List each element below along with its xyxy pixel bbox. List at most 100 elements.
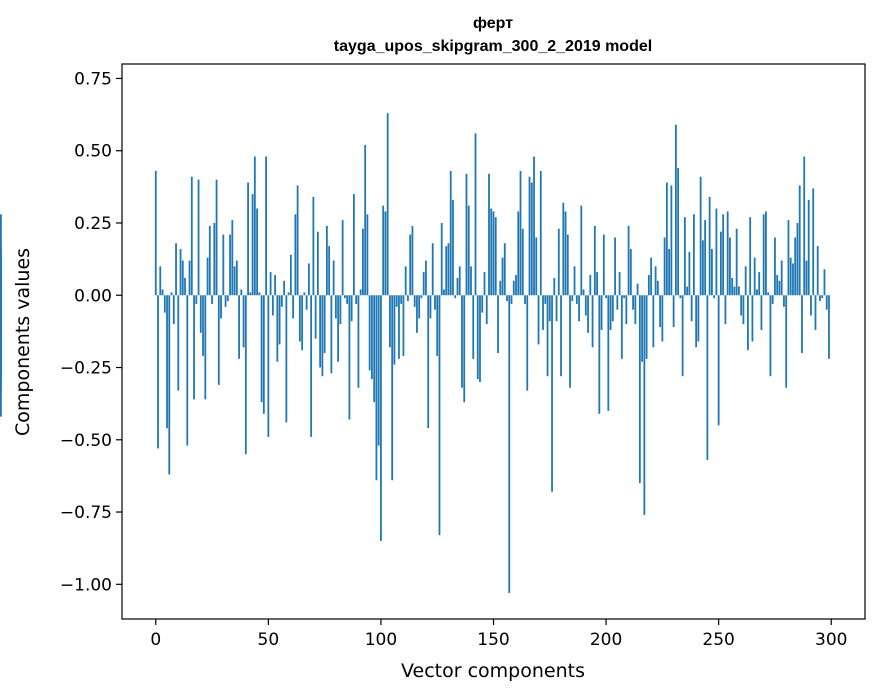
bar: [260, 295, 263, 403]
bar: [506, 295, 508, 302]
bar: [744, 266, 747, 296]
bar: [645, 295, 648, 359]
y-tick-label: −0.25: [60, 359, 112, 379]
bar: [616, 295, 619, 310]
bar: [598, 295, 601, 414]
bar: [393, 295, 396, 365]
bar: [217, 295, 220, 385]
bar: [776, 275, 779, 296]
bar: [222, 234, 225, 296]
bar: [600, 295, 603, 330]
bar: [652, 295, 655, 348]
bar: [427, 295, 430, 429]
bar: [307, 263, 310, 296]
bar: [620, 295, 623, 359]
bar: [688, 251, 691, 296]
bar: [587, 295, 589, 333]
bar: [510, 295, 513, 304]
y-axis: −1.00 −0.75 −0.50 −0.25 0.00 0.25 0.50 0.75: [60, 69, 122, 595]
bar: [783, 295, 785, 307]
bar: [749, 217, 752, 296]
bar: [404, 266, 407, 296]
bar: [508, 295, 511, 593]
bar: [398, 295, 400, 359]
bar: [366, 214, 369, 296]
bar: [542, 295, 544, 330]
bar: [742, 295, 745, 325]
bar: [362, 228, 364, 296]
bar: [656, 280, 659, 296]
bar: [717, 295, 720, 426]
bar: [582, 289, 585, 296]
bar: [411, 225, 414, 296]
bar: [193, 295, 195, 400]
bar: [168, 295, 171, 475]
bar: [537, 295, 540, 345]
bar: [215, 179, 218, 296]
bar: [470, 266, 472, 296]
bar: [195, 295, 198, 304]
bar: [758, 272, 761, 296]
bar: [521, 228, 524, 296]
bar: [670, 185, 673, 296]
bar: [413, 295, 416, 307]
bar: [199, 295, 202, 333]
bar: [269, 272, 272, 296]
bar: [472, 295, 475, 359]
bar: [738, 286, 740, 296]
bar: [188, 260, 191, 296]
bar: [650, 257, 653, 296]
bar: [753, 257, 756, 296]
bar: [798, 185, 801, 296]
bar: [175, 243, 177, 296]
bar: [796, 222, 799, 296]
bar: [711, 249, 713, 296]
bar: [280, 295, 283, 307]
bar: [163, 295, 166, 313]
bar: [692, 214, 695, 296]
bar: [190, 176, 193, 296]
bar: [661, 295, 664, 342]
bar: [386, 113, 389, 296]
bar: [296, 185, 299, 296]
bar: [289, 254, 292, 296]
x-axis-label: Vector components: [401, 660, 585, 682]
bar: [701, 240, 704, 296]
bar: [533, 156, 535, 296]
bar: [287, 292, 290, 296]
y-tick-label: −0.50: [60, 431, 112, 451]
bar: [677, 168, 680, 296]
bar: [251, 194, 254, 296]
bar: [769, 295, 772, 377]
bar: [578, 295, 580, 322]
bar: [733, 286, 736, 296]
bar: [204, 295, 207, 400]
bar: [814, 295, 817, 330]
bar: [560, 295, 562, 377]
bar: [569, 295, 571, 388]
bar: [443, 289, 445, 296]
y-tick-label: 0.25: [74, 214, 112, 234]
bar: [821, 295, 824, 299]
bar: [672, 295, 675, 328]
bar: [756, 289, 758, 296]
x-tick-label: 0: [150, 630, 161, 650]
bar: [774, 237, 776, 296]
bar: [722, 214, 725, 296]
bar: [220, 295, 222, 319]
bar: [548, 295, 551, 322]
bar: [382, 205, 385, 296]
bar: [740, 295, 743, 316]
bar: [395, 295, 398, 307]
x-axis: 0 50 100 150 200 250 300: [150, 619, 847, 650]
bar: [589, 275, 592, 296]
bar: [337, 295, 340, 362]
bar: [731, 277, 734, 296]
bar: [591, 295, 594, 348]
x-tick-label: 300: [815, 630, 847, 650]
bars-group: [0, 113, 830, 593]
chart-title: ферт: [473, 15, 513, 32]
bar: [643, 295, 646, 515]
x-tick-label: 50: [258, 630, 280, 650]
bar: [334, 295, 337, 319]
